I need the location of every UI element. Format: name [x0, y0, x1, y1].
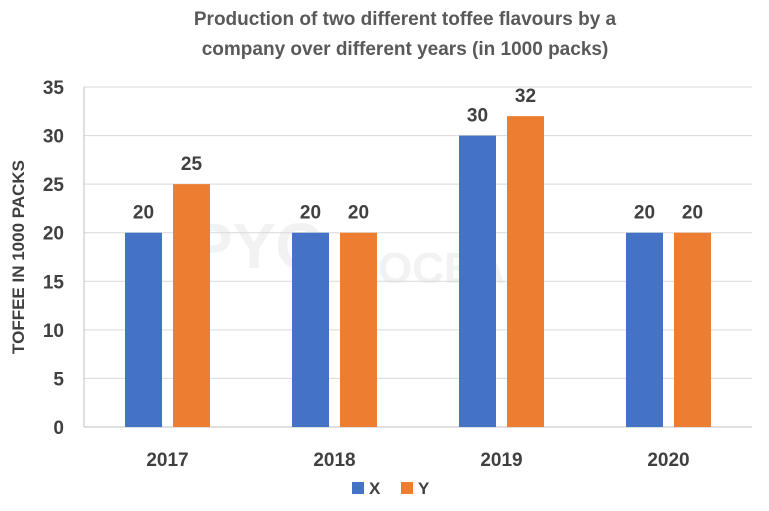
bar-x-2018	[292, 232, 329, 427]
chart-title-line-1: Production of two different toffee flavo…	[194, 9, 617, 30]
x-tick-label: 2017	[146, 450, 188, 471]
legend-swatch-y	[401, 482, 413, 494]
y-tick-label: 5	[53, 369, 64, 390]
data-label: 20	[133, 203, 154, 224]
data-label: 32	[515, 86, 536, 107]
bar-x-2017	[125, 232, 162, 427]
y-tick-label: 20	[43, 224, 64, 245]
chart-title-line-2: company over different years (in 1000 pa…	[202, 39, 609, 60]
x-tick-label: 2019	[480, 450, 522, 471]
y-axis-label: TOFFEE IN 1000 PACKS	[9, 160, 28, 354]
x-tick-label: 2018	[313, 450, 355, 471]
bar-y-2017	[173, 184, 210, 427]
chart-title: Production of two different toffee flavo…	[194, 9, 617, 60]
bar-y-2019	[507, 116, 544, 428]
data-label: 20	[682, 203, 703, 224]
bar-y-2020	[674, 232, 711, 427]
legend-label-y: Y	[418, 479, 430, 498]
y-tick-label: 35	[43, 78, 65, 99]
y-tick-label: 0	[53, 418, 64, 439]
bars	[125, 116, 711, 428]
legend-label-x: X	[369, 479, 381, 498]
data-label: 20	[300, 203, 321, 224]
legend-swatch-x	[352, 482, 364, 494]
y-tick-label: 10	[43, 321, 64, 342]
data-label: 20	[634, 203, 655, 224]
data-label: 30	[467, 106, 488, 127]
y-tick-label: 15	[43, 272, 65, 293]
bar-y-2018	[340, 232, 377, 427]
data-labels: 20 25 20 20 30 32 20 20	[133, 86, 703, 224]
data-label: 20	[348, 203, 369, 224]
bar-x-2019	[459, 135, 496, 428]
x-tick-label: 2020	[647, 450, 689, 471]
bar-x-2020	[626, 232, 663, 427]
y-tick-label: 30	[43, 127, 64, 148]
y-tick-label: 25	[43, 175, 65, 196]
data-label: 25	[181, 154, 203, 175]
